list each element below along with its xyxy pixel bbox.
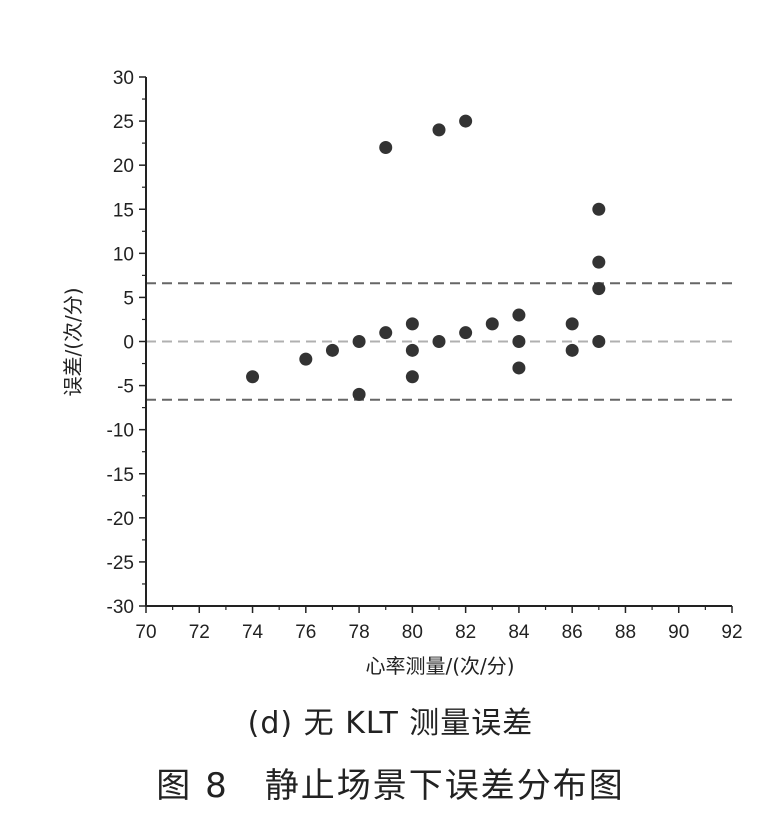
x-tick-label: 90 xyxy=(668,622,689,643)
x-tick-label: 92 xyxy=(721,622,742,643)
data-point xyxy=(379,326,393,340)
x-tick-label: 72 xyxy=(189,622,210,643)
y-tick-label: -30 xyxy=(107,597,134,618)
y-tick-label: -25 xyxy=(107,553,134,574)
data-point xyxy=(379,141,393,155)
data-point xyxy=(565,317,579,331)
x-tick-label: 86 xyxy=(562,622,583,643)
y-tick-label: 25 xyxy=(113,112,134,133)
data-point xyxy=(352,335,366,348)
data-point xyxy=(592,282,606,296)
x-tick-label: 80 xyxy=(402,622,423,643)
figure-caption: 图 8 静止场景下误差分布图 xyxy=(156,766,625,806)
data-point xyxy=(459,326,473,340)
y-ticks: 30 25 20 15 10 5 0 -5 -10 -15 -20 -25 -30 xyxy=(107,68,146,618)
y-tick-label: -20 xyxy=(107,509,134,530)
data-point xyxy=(592,255,606,269)
data-point xyxy=(459,114,473,128)
data-point xyxy=(565,343,579,357)
data-point xyxy=(485,317,499,331)
x-tick-label: 74 xyxy=(242,622,264,643)
x-tick-label: 76 xyxy=(295,622,316,643)
x-tick-label: 82 xyxy=(455,622,476,643)
data-point xyxy=(512,308,526,322)
y-tick-label: -5 xyxy=(117,377,134,398)
x-tick-label: 78 xyxy=(349,622,370,643)
data-point xyxy=(299,352,313,366)
scatter-chart: 70 72 74 76 78 80 82 84 86 88 90 92 30 25 20 15 10 5 0 -5 -… xyxy=(61,68,743,678)
data-point xyxy=(405,370,419,384)
data-point xyxy=(352,387,366,401)
y-tick-label: -15 xyxy=(107,465,134,486)
data-point xyxy=(592,202,606,216)
y-tick-label: 0 xyxy=(123,333,134,354)
y-tick-label: 20 xyxy=(113,156,134,177)
y-tick-label: 30 xyxy=(113,68,134,89)
data-point xyxy=(512,361,526,375)
y-tick-label: 5 xyxy=(123,288,134,309)
x-tick-label: 70 xyxy=(135,622,156,643)
data-point xyxy=(246,370,260,384)
subfigure-caption: (d) 无 KLT 测量误差 xyxy=(247,706,534,741)
data-point xyxy=(405,317,419,331)
x-tick-label: 84 xyxy=(508,622,530,643)
x-axis-label: 心率测量/(次/分) xyxy=(365,654,514,678)
data-point xyxy=(592,335,606,348)
x-tick-label: 88 xyxy=(615,622,636,643)
y-tick-label: 15 xyxy=(113,200,134,221)
y-tick-label: 10 xyxy=(113,244,134,265)
data-point xyxy=(325,343,339,357)
y-axis-label: 误差/(次/分) xyxy=(61,287,85,396)
y-tick-label: -10 xyxy=(107,421,134,442)
data-point xyxy=(405,343,419,357)
data-point xyxy=(512,335,526,348)
data-point xyxy=(432,335,446,348)
data-point xyxy=(432,123,446,137)
x-ticks: 70 72 74 76 78 80 82 84 86 88 90 92 xyxy=(135,606,743,643)
data-points xyxy=(246,114,606,401)
